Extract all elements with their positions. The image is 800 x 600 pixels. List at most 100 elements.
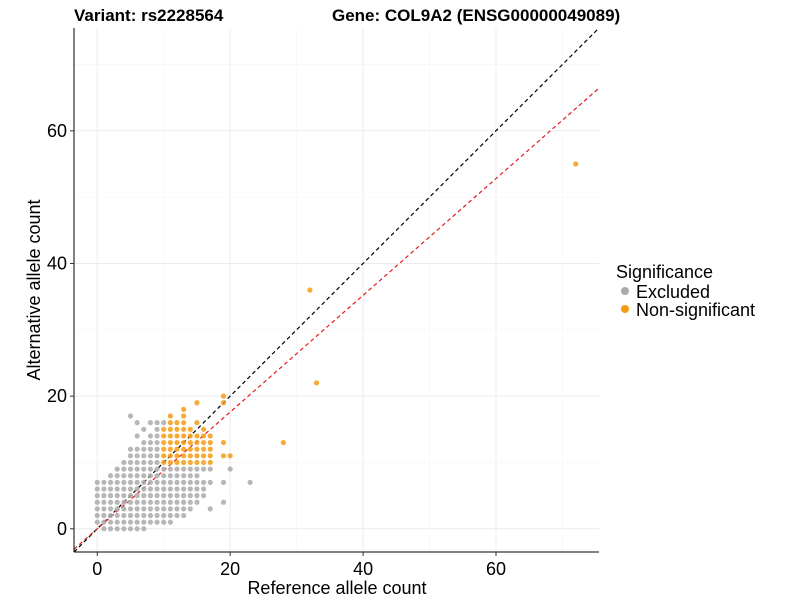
point-excluded [121,519,127,525]
legend-label-excluded: Excluded [636,282,710,302]
point-excluded [107,506,114,512]
point-excluded [200,486,207,492]
point-non-significant [174,453,180,459]
point-non-significant [181,420,187,426]
point-excluded [107,519,114,525]
point-excluded [141,479,147,485]
point-excluded [154,433,160,439]
point-excluded [101,519,107,525]
point-excluded [154,519,160,525]
point-excluded [107,486,114,492]
point-excluded [134,453,140,459]
point-non-significant [194,400,200,406]
point-excluded [154,426,160,432]
legend-marker-non-significant [621,305,629,313]
point-excluded [121,466,127,472]
point-excluded [167,519,173,525]
point-non-significant [200,439,207,446]
point-excluded [174,506,180,512]
point-excluded [200,479,207,485]
point-excluded [181,499,187,505]
point-excluded [127,466,134,472]
point-excluded [114,499,120,505]
point-excluded [167,512,173,519]
point-excluded [181,479,187,485]
point-excluded [107,526,114,532]
point-excluded [141,466,147,472]
point-non-significant [187,446,193,452]
point-non-significant [220,453,227,459]
point-excluded [127,493,134,499]
x-tick-label: 60 [486,559,506,579]
point-excluded [187,506,193,512]
point-excluded [107,499,114,505]
legend: Significance Excluded Non-significant [616,262,755,320]
point-excluded [134,519,140,525]
point-excluded [181,486,187,492]
point-excluded [187,499,193,505]
point-non-significant [200,453,207,459]
point-excluded [167,473,173,479]
point-excluded [161,506,167,512]
point-excluded [101,526,107,532]
point-excluded [114,512,120,519]
point-excluded [121,493,127,499]
tick-labels: 0 20 40 60 0 20 40 60 [47,121,506,579]
point-excluded [174,486,180,492]
point-excluded [161,486,167,492]
point-excluded [127,459,134,466]
point-excluded [194,499,200,505]
point-excluded [147,439,154,446]
point-excluded [127,453,134,459]
point-excluded [127,479,134,485]
point-excluded [247,479,253,485]
point-excluded [167,506,173,512]
point-non-significant [161,433,167,439]
point-excluded [134,459,140,466]
point-excluded [121,459,127,466]
point-non-significant [220,439,227,446]
point-excluded [107,512,114,519]
point-excluded [161,466,167,472]
point-excluded [101,499,107,505]
point-non-significant [220,393,227,399]
point-excluded [134,473,140,479]
point-excluded [154,453,160,459]
point-non-significant [161,446,167,452]
point-excluded [134,526,140,532]
point-excluded [127,499,134,505]
point-excluded [174,473,180,479]
x-tick-label: 0 [92,559,102,579]
point-non-significant [200,446,207,452]
point-excluded [134,499,140,505]
point-excluded [134,446,140,452]
point-excluded [187,473,193,479]
point-excluded [107,479,114,485]
point-excluded [127,413,134,419]
point-excluded [154,512,160,519]
point-excluded [154,473,160,479]
point-non-significant [174,459,180,466]
point-non-significant [167,439,173,446]
point-non-significant [200,426,207,432]
point-excluded [101,512,107,519]
point-excluded [174,512,180,519]
gene-title: Gene: COL9A2 (ENSG00000049089) [332,6,620,25]
point-excluded [154,499,160,505]
point-non-significant [167,459,173,466]
point-excluded [127,526,134,532]
point-non-significant [227,453,233,459]
point-excluded [167,499,173,505]
point-non-significant [200,433,207,439]
point-excluded [147,519,154,525]
point-excluded [154,493,160,499]
point-excluded [147,466,154,472]
point-non-significant [207,459,213,466]
point-excluded [101,479,107,485]
point-excluded [154,420,160,426]
point-excluded [161,493,167,499]
point-non-significant [187,453,193,459]
point-excluded [127,512,134,519]
legend-title: Significance [616,262,713,282]
point-non-significant [167,426,173,432]
